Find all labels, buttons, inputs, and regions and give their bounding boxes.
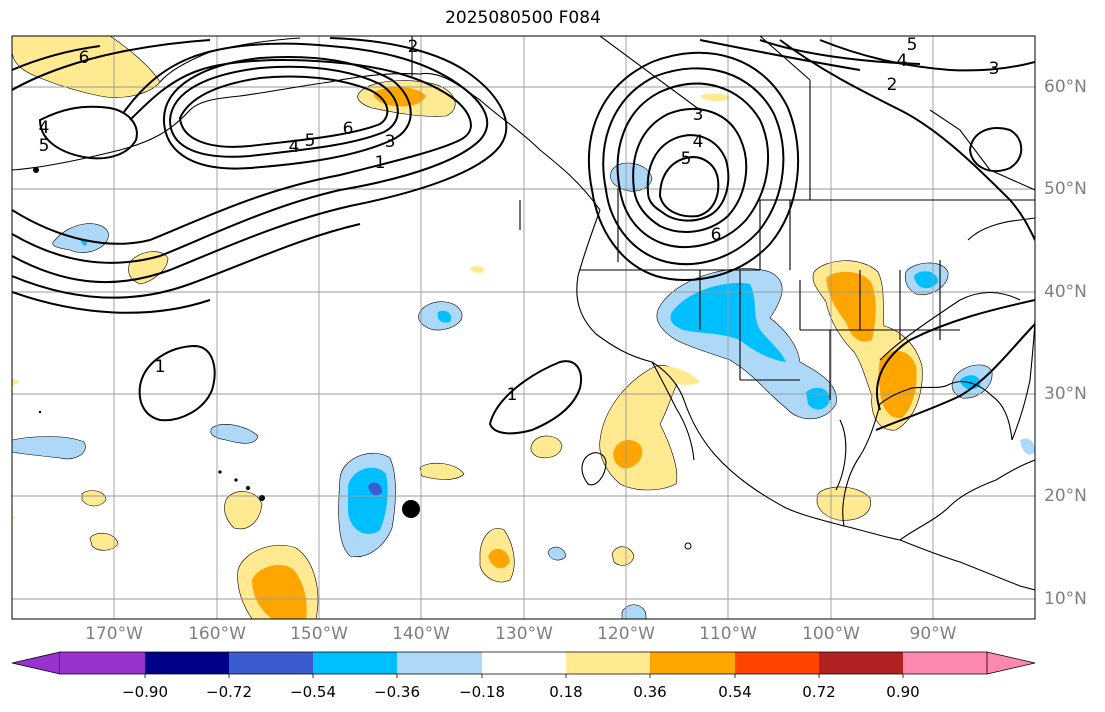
lat-label: 60°N (1044, 77, 1087, 97)
colorbar-tick-label: −0.54 (290, 683, 336, 701)
colorbar-tick-label: 0.90 (886, 683, 920, 701)
colorbar-segment (145, 652, 229, 674)
lon-label: 160°W (188, 624, 246, 644)
contour-lines (12, 37, 1035, 435)
colorbar-tick-label: 0.54 (718, 683, 752, 701)
colorbar-tick-label: −0.18 (459, 683, 505, 701)
graticule (12, 36, 1035, 619)
colorbar-tick-label: 0.72 (802, 683, 836, 701)
contour-label: 4 (897, 51, 908, 71)
lat-label: 50°N (1044, 179, 1087, 199)
contour-label: 5 (39, 136, 50, 156)
colorbar-segment (482, 652, 566, 674)
contour-label: 5 (907, 35, 918, 55)
contour-label: 5 (681, 149, 692, 169)
contour-label: 5 (305, 131, 316, 151)
lat-label: 10°N (1044, 589, 1087, 609)
colorbar-segment (60, 652, 145, 674)
colorbar-tick-label: −0.90 (122, 683, 168, 701)
lon-label: 90°W (909, 624, 957, 644)
colorbar-tick-label: −0.72 (206, 683, 252, 701)
contour-label: 2 (887, 75, 898, 95)
colorbar-extend-low (11, 651, 61, 675)
colorbar-segment (229, 652, 313, 674)
contour-label: 2 (408, 37, 419, 57)
negative-anomaly-regions (12, 162, 1035, 619)
lon-label: 140°W (392, 624, 450, 644)
contour-label: 6 (343, 119, 354, 139)
colorbar-segment (735, 652, 819, 674)
islands (33, 167, 692, 550)
lon-label: 170°W (85, 624, 143, 644)
contour-label: 1 (375, 153, 386, 173)
contour-label: 4 (693, 132, 704, 152)
contour-label: 1 (155, 357, 166, 377)
map-title: 2025080500 F084 (445, 8, 601, 28)
lat-label: 40°N (1044, 282, 1087, 302)
map-frame (11, 35, 1036, 620)
contour-label: 6 (79, 48, 90, 68)
station-marker (402, 500, 420, 518)
contour-label: 6 (711, 225, 722, 245)
colorbar-tick-label: −0.36 (374, 683, 420, 701)
contour-label: 4 (289, 137, 300, 157)
lon-label: 100°W (802, 624, 860, 644)
contour-label: 1 (507, 385, 518, 405)
colorbar-segment (650, 652, 735, 674)
lat-label: 20°N (1044, 486, 1087, 506)
lat-label: 30°N (1044, 384, 1087, 404)
colorbar-segment (397, 652, 482, 674)
colorbar-extend-high (986, 651, 1036, 675)
contour-label: 3 (989, 59, 1000, 79)
colorbar-tick-label: 0.18 (549, 683, 583, 701)
colorbar (11, 651, 1036, 678)
contour-label: 4 (39, 118, 50, 138)
colorbar-segment (819, 652, 903, 674)
lon-label: 150°W (290, 624, 348, 644)
positive-anomaly-regions (12, 36, 923, 619)
colorbar-segment (566, 652, 650, 674)
lon-label: 110°W (699, 624, 757, 644)
coastlines (12, 36, 1035, 591)
contour-label: 3 (693, 105, 704, 125)
lon-label: 130°W (495, 624, 553, 644)
colorbar-tick-label: 0.36 (633, 683, 667, 701)
contour-label: 3 (385, 132, 396, 152)
lon-label: 120°W (597, 624, 655, 644)
colorbar-segment (903, 652, 987, 674)
colorbar-segment (313, 652, 397, 674)
contour-labels: 6 5 4 4 5 6 3 1 2 3 4 5 6 2 4 5 3 1 1 (39, 35, 1000, 405)
